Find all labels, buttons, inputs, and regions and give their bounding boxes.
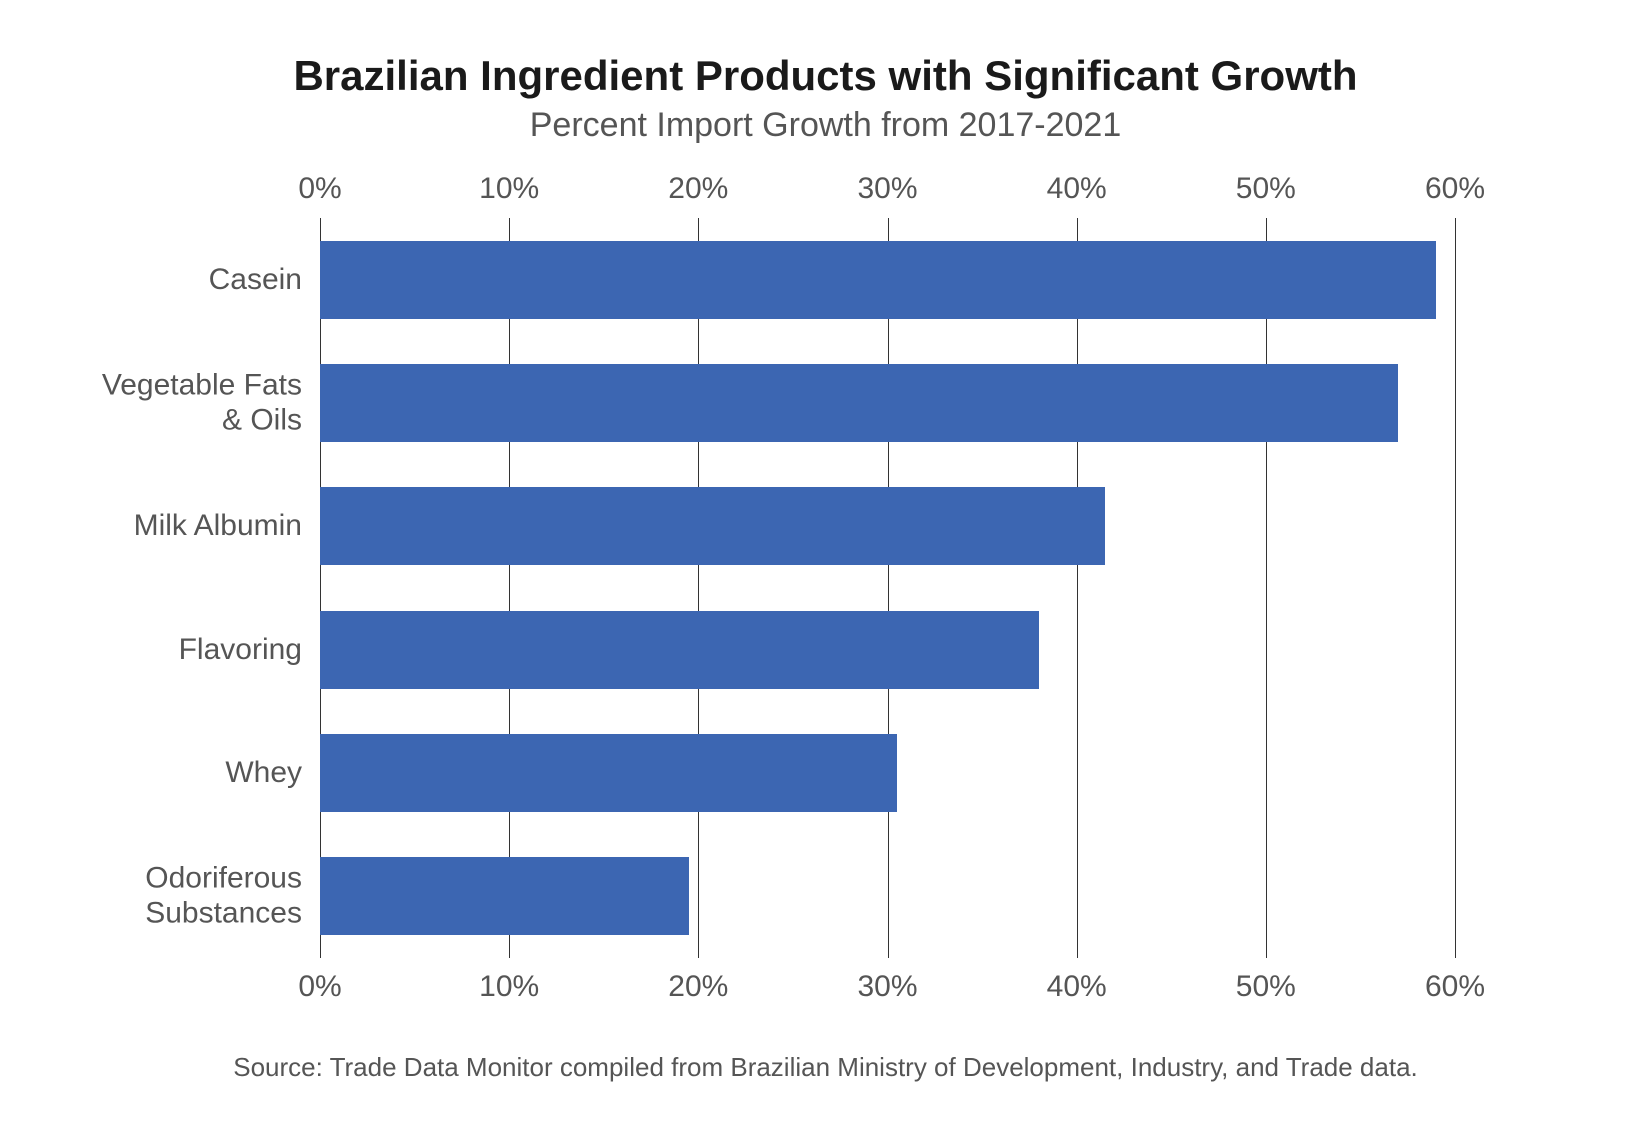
bar	[320, 734, 897, 812]
x-tick-label-bottom: 20%	[668, 970, 728, 1004]
bar	[320, 611, 1039, 689]
category-label: Odoriferous Substances	[145, 862, 302, 931]
x-gridline	[698, 218, 699, 958]
bar	[320, 241, 1436, 319]
x-gridline	[1455, 218, 1456, 958]
source-note: Source: Trade Data Monitor compiled from…	[0, 1052, 1651, 1083]
category-label: Whey	[225, 756, 302, 791]
x-tick-label-bottom: 30%	[857, 970, 917, 1004]
x-tick-label-bottom: 10%	[479, 970, 539, 1004]
x-tick-label-bottom: 0%	[298, 970, 341, 1004]
x-gridline	[509, 218, 510, 958]
bar	[320, 857, 689, 935]
x-tick-label-top: 60%	[1425, 172, 1485, 206]
x-gridline	[320, 218, 321, 958]
x-tick-label-bottom: 40%	[1047, 970, 1107, 1004]
chart-title: Brazilian Ingredient Products with Signi…	[0, 52, 1651, 100]
x-tick-label-top: 10%	[479, 172, 539, 206]
chart-container: Brazilian Ingredient Products with Signi…	[0, 0, 1651, 1134]
category-label: Flavoring	[179, 632, 302, 667]
x-tick-label-top: 40%	[1047, 172, 1107, 206]
x-tick-label-bottom: 60%	[1425, 970, 1485, 1004]
x-tick-label-bottom: 50%	[1236, 970, 1296, 1004]
bar	[320, 364, 1398, 442]
plot-area: 0%0%10%10%20%20%30%30%40%40%50%50%60%60%	[320, 218, 1455, 958]
x-gridline	[1077, 218, 1078, 958]
x-gridline	[888, 218, 889, 958]
category-label: Vegetable Fats & Oils	[102, 369, 302, 438]
x-gridline	[1266, 218, 1267, 958]
category-label: Milk Albumin	[134, 509, 302, 544]
chart-subtitle: Percent Import Growth from 2017-2021	[0, 106, 1651, 145]
bar	[320, 487, 1105, 565]
x-tick-label-top: 0%	[298, 172, 341, 206]
x-tick-label-top: 20%	[668, 172, 728, 206]
x-tick-label-top: 30%	[857, 172, 917, 206]
x-tick-label-top: 50%	[1236, 172, 1296, 206]
category-label: Casein	[209, 262, 302, 297]
